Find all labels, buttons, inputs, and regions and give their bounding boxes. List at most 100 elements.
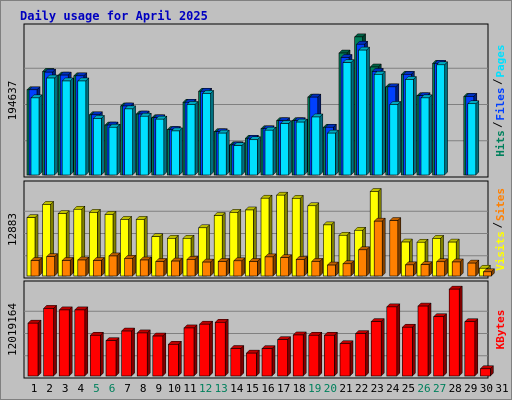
bar-kbytes-day8 — [136, 329, 151, 377]
bar-pages-day25 — [404, 75, 418, 176]
bar-kbytes-day15-front — [246, 352, 257, 377]
bar-kbytes-day29-side — [474, 318, 479, 377]
bar-sites-day19-side — [319, 257, 324, 277]
x-tick-label-day9: 9 — [155, 382, 162, 395]
bar-sites-day27-side — [444, 258, 448, 277]
bar-kbytes-day16-front — [261, 348, 273, 377]
bar-sites-day11-side — [194, 255, 199, 277]
bar-kbytes-day13 — [214, 318, 229, 377]
bar-pages-day9 — [155, 115, 168, 176]
bar-kbytes-day14-side — [240, 344, 245, 377]
bar-pages-day20 — [326, 129, 340, 176]
bar-kbytes-day25-side — [412, 323, 416, 377]
bar-pages-day21 — [342, 58, 355, 176]
bar-sites-day6-side — [116, 252, 121, 277]
bar-sites-day25 — [404, 261, 418, 277]
bar-pages-day8-side — [147, 112, 152, 176]
bar-kbytes-day3-front — [58, 309, 70, 377]
legend-hits: Hits — [494, 130, 507, 157]
bar-sites-day29-front — [467, 262, 477, 277]
x-tick-label-day13: 13 — [215, 382, 228, 395]
bar-pages-day26 — [420, 94, 433, 176]
bar-sites-day11 — [186, 255, 199, 277]
bar-sites-day5-side — [101, 256, 105, 277]
bar-pages-day9-front — [155, 118, 165, 176]
bar-sites-day13-front — [217, 261, 227, 277]
bar-kbytes-day12 — [198, 320, 214, 377]
bar-kbytes-day29 — [464, 318, 479, 377]
bar-kbytes-day15-side — [256, 349, 260, 377]
bar-pages-day16-front — [264, 129, 274, 176]
bar-pages-day7-side — [132, 105, 136, 176]
x-tick-label-day25: 25 — [402, 382, 415, 395]
x-tick-label-day21: 21 — [339, 382, 352, 395]
bar-kbytes-day9 — [152, 332, 167, 377]
x-tick-label-day17: 17 — [277, 382, 290, 395]
series-visits — [26, 187, 492, 277]
bar-kbytes-day16-side — [271, 345, 276, 377]
bar-sites-day22-front — [358, 249, 367, 277]
bar-kbytes-day17-front — [277, 339, 288, 377]
bar-kbytes-day21-front — [339, 343, 351, 377]
bar-sites-day24-side — [397, 216, 402, 277]
bar-kbytes-day29-front — [464, 321, 476, 377]
bar-kbytes-day27-side — [443, 313, 447, 377]
bar-pages-day17 — [279, 119, 293, 176]
x-tick-label-day1: 1 — [31, 382, 38, 395]
x-tick-label-day16: 16 — [261, 382, 274, 395]
bar-kbytes-day26-side — [427, 302, 432, 377]
bar-kbytes-day18-side — [302, 331, 307, 377]
x-tick-label-day12: 12 — [199, 382, 212, 395]
bar-kbytes-day26 — [417, 302, 432, 377]
bar-sites-day15-side — [257, 257, 261, 277]
bar-kbytes-day2-front — [43, 308, 54, 377]
bar-pages-day3-front — [61, 80, 71, 176]
bar-kbytes-day24-front — [386, 306, 398, 377]
bar-pages-day11-front — [186, 104, 196, 176]
bar-pages-day23-front — [373, 74, 383, 176]
x-tick-label-day30: 30 — [480, 382, 493, 395]
bar-kbytes-day4-front — [74, 309, 86, 377]
bar-pages-day20-side — [335, 129, 339, 176]
x-tick-label-day4: 4 — [77, 382, 84, 395]
panel-hits-files-pages-max-label: 194637 — [6, 81, 19, 121]
bar-pages-day6-side — [116, 123, 121, 176]
bar-kbytes-day22-front — [355, 333, 366, 377]
bar-pages-day22-front — [358, 49, 367, 176]
bar-pages-day15 — [248, 136, 262, 176]
bar-kbytes-day12-front — [199, 323, 210, 377]
bar-pages-day2-side — [54, 74, 58, 176]
legend-files: Files — [494, 87, 507, 120]
bar-sites-day6 — [108, 252, 121, 277]
bar-pages-day18 — [295, 118, 308, 176]
bar-sites-day14-side — [241, 257, 246, 277]
bar-kbytes-day1-front — [27, 322, 39, 377]
bar-sites-day12 — [201, 258, 215, 277]
bar-pages-day23-side — [381, 70, 386, 176]
bar-pages-day12-side — [210, 89, 214, 176]
bar-kbytes-day26-front — [417, 305, 429, 377]
bar-sites-day17-front — [280, 257, 289, 277]
bar-sites-day27 — [435, 258, 449, 277]
bar-sites-day20 — [326, 261, 340, 277]
bar-sites-day11-front — [186, 259, 196, 277]
bar-pages-day8-front — [139, 115, 149, 176]
x-axis: 1 2 3 4 5 6 7 8 9 10 11 12 13 14 15 16 17 18 19 20 21 22 23 24 2… — [31, 382, 509, 395]
bar-pages-day4 — [77, 77, 90, 176]
bar-pages-day12 — [201, 89, 215, 176]
x-tick-label-day3: 3 — [62, 382, 69, 395]
x-tick-label-day15: 15 — [246, 382, 259, 395]
bar-pages-day25-front — [405, 79, 414, 176]
bar-sites-day24 — [389, 216, 402, 277]
bar-sites-day9 — [155, 257, 168, 277]
bar-sites-day30 — [482, 268, 496, 277]
bar-sites-day25-front — [405, 264, 414, 277]
bar-pages-day27-front — [436, 64, 445, 176]
bar-sites-day16-front — [264, 256, 274, 277]
bar-kbytes-day17-side — [287, 336, 291, 377]
bar-pages-day4-side — [85, 77, 90, 176]
x-tick-label-day23: 23 — [371, 382, 384, 395]
bar-pages-day21-front — [342, 62, 352, 176]
bar-pages-day1 — [30, 94, 43, 176]
bar-kbytes-day23-front — [370, 321, 382, 377]
